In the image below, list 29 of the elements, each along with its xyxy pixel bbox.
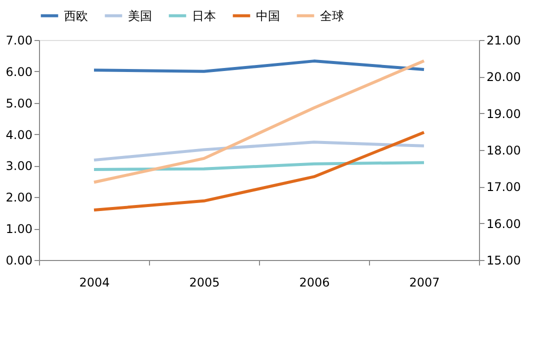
y2-tick-label: 21.00 [486, 34, 521, 48]
y2-tick-label: 15.00 [486, 254, 521, 268]
y2-tick-label: 16.00 [486, 216, 521, 231]
y-tick-label: 0.00 [6, 254, 32, 268]
y-tick-label: 3.00 [6, 159, 32, 174]
y-tick-label: 5.00 [6, 96, 32, 110]
line-series [92, 60, 426, 73]
legend-label: 西欧 [64, 8, 88, 23]
y-tick-label: 2.00 [6, 190, 32, 205]
x-tick-label: 2005 [189, 276, 220, 290]
line-series [92, 59, 426, 184]
x-tick-label: 2004 [79, 276, 110, 290]
legend-label: 中国 [256, 8, 280, 23]
y2-tick-label: 19.00 [486, 106, 521, 121]
legend-label: 美国 [128, 8, 152, 23]
legend-label: 日本 [192, 8, 216, 23]
y2-tick-label: 18.00 [486, 144, 521, 158]
x-tick-label: 2006 [299, 276, 330, 290]
y-tick-label: 1.00 [6, 222, 32, 236]
y2-tick-label: 17.00 [486, 180, 521, 194]
y-tick-label: 4.00 [6, 128, 32, 142]
y2-tick-label: 20.00 [486, 70, 521, 84]
x-tick-label: 2007 [409, 276, 440, 290]
y-tick-label: 7.00 [6, 34, 32, 48]
line-series [92, 161, 426, 171]
line-series [92, 140, 426, 162]
legend-label: 全球 [320, 8, 344, 23]
line-series [92, 130, 426, 212]
y-tick-label: 6.00 [6, 64, 32, 79]
